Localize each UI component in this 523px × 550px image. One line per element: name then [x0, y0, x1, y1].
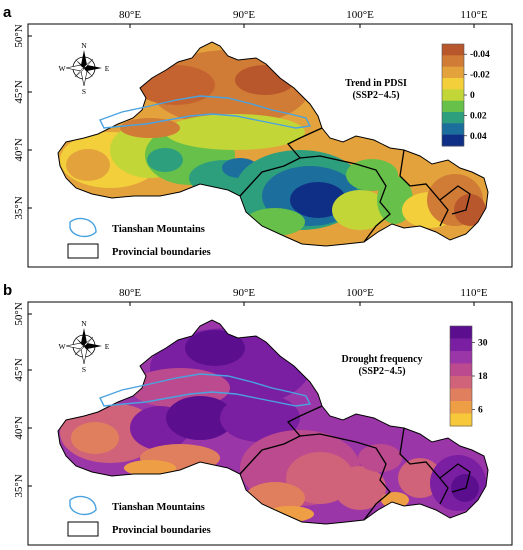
study-region-outline: [57, 41, 489, 247]
boundary-key-label: Provincial boundaries: [112, 247, 211, 258]
colorbar-tick-label: 0: [470, 91, 475, 101]
provincial-boundaries: [239, 405, 471, 521]
lon-label-100: 100°E: [346, 287, 374, 299]
boundary-key-icon: [67, 243, 99, 259]
lon-label-80: 80°E: [119, 287, 141, 299]
tianshan-mountains-outline: [99, 95, 312, 129]
lon-label-100: 100°E: [346, 9, 374, 21]
colorbar-tick-label: 0.04: [470, 132, 487, 142]
lon-label-90: 90°E: [233, 287, 255, 299]
colorbar-b: 30 18 6: [449, 325, 488, 427]
colorbar-swatch: [442, 134, 464, 147]
compass-e: E: [105, 64, 110, 73]
tianshan-mountains-outline: [99, 373, 312, 407]
longitude-ticks: [129, 302, 475, 306]
boundary-key-icon: [67, 521, 99, 537]
provincial-boundaries: [239, 127, 471, 243]
colorbar-tick-label: -0.04: [470, 50, 490, 60]
lat-label-50: 50°N: [13, 302, 25, 325]
colorbar-tick-label: 0.02: [470, 111, 487, 121]
colorbar-tick-label: 18: [478, 372, 488, 382]
lat-label-45: 45°N: [13, 80, 25, 103]
colorbar-swatch: [442, 44, 464, 56]
lat-label-35: 35°N: [13, 474, 25, 497]
lon-label-90: 90°E: [233, 9, 255, 21]
colorbar-swatch: [450, 338, 472, 352]
compass-w: W: [58, 342, 66, 351]
study-region-outline: [57, 319, 489, 525]
colorbar-swatch: [450, 388, 472, 402]
latitude-ticks: [28, 313, 32, 487]
boundary-key-label: Provincial boundaries: [112, 525, 211, 536]
colorbar-swatch: [450, 413, 472, 427]
tianshan-key-label: Tianshan Mountains: [112, 224, 205, 235]
compass-n: N: [81, 319, 87, 328]
latitude-ticks: [28, 35, 32, 209]
colorbar-swatch: [442, 66, 464, 79]
panel-label-b: b: [3, 282, 12, 299]
colorbar-tick-label: 30: [478, 339, 488, 349]
colorbar-swatch: [450, 376, 472, 389]
colorbar-tick-label: -0.02: [470, 71, 490, 81]
colorbar-swatch: [442, 123, 464, 136]
panel-a-pdsi-trend-map: 80°E 90°E 100°E 110°E 50°N 45°N 40°N 35°…: [0, 0, 523, 272]
legend-title-a-line2: (SSP2−4.5): [352, 90, 399, 101]
colorbar-swatch: [450, 363, 472, 377]
lat-label-40: 40°N: [13, 138, 25, 161]
legend-title-b-line1: Drought frequency: [341, 354, 422, 365]
compass-n: N: [81, 41, 87, 50]
lon-label-110: 110°E: [460, 287, 487, 299]
lon-label-110: 110°E: [460, 9, 487, 21]
tianshan-key-icon: [69, 495, 97, 516]
lat-label-45: 45°N: [13, 358, 25, 381]
tianshan-key-icon: [69, 217, 97, 238]
lat-label-40: 40°N: [13, 416, 25, 439]
colorbar-swatch: [450, 326, 472, 339]
colorbar-swatch: [442, 78, 464, 90]
lon-label-80: 80°E: [119, 9, 141, 21]
colorbar-a: -0.04 -0.02 0 0.02 0.04: [441, 43, 490, 147]
colorbar-swatch: [442, 112, 464, 124]
lat-label-50: 50°N: [13, 24, 25, 47]
colorbar-swatch: [450, 401, 472, 414]
tianshan-key-label: Tianshan Mountains: [112, 502, 205, 513]
legend-title-b-line2: (SSP2−4.5): [358, 366, 405, 377]
colorbar-swatch: [442, 100, 464, 113]
lat-label-35: 35°N: [13, 196, 25, 219]
compass-rose-icon: N S W E: [58, 319, 109, 374]
compass-s: S: [82, 87, 86, 96]
colorbar-swatch: [442, 89, 464, 102]
panel-label-a: a: [3, 4, 12, 21]
panel-b-drought-frequency-map: 80°E 90°E 100°E 110°E 50°N 45°N 40°N 35°…: [0, 278, 523, 550]
colorbar-swatch: [442, 55, 464, 68]
colorbar-tick-label: 6: [478, 405, 483, 415]
compass-w: W: [58, 64, 66, 73]
longitude-ticks: [129, 24, 475, 28]
legend-title-a-line1: Trend in PDSI: [345, 78, 407, 89]
compass-rose-icon: N S W E: [58, 41, 109, 96]
colorbar-swatch: [450, 351, 472, 364]
compass-e: E: [105, 342, 110, 351]
compass-s: S: [82, 365, 86, 374]
